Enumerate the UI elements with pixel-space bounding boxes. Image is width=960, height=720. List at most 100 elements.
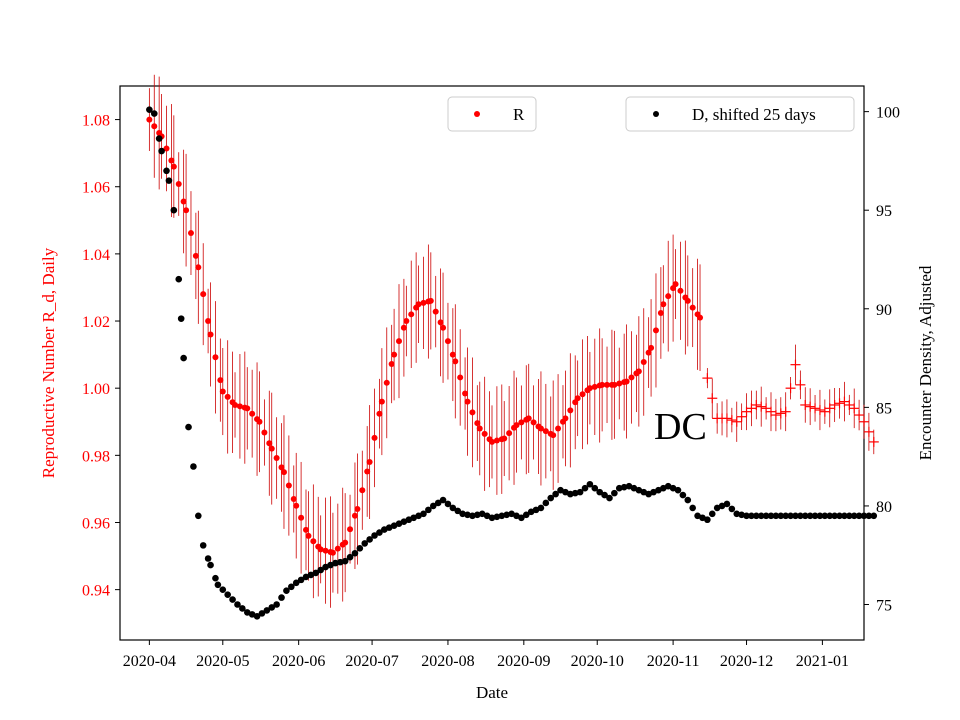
r-point [645,349,652,356]
d-point [870,512,878,520]
d-point [552,490,559,498]
d-point [469,512,476,520]
d-point [596,488,603,496]
r-point [542,428,549,435]
x-tick-label: 2020-12 [720,653,773,670]
r-point [464,398,471,405]
r-projection-point [756,401,767,412]
r-point [187,230,194,237]
r-projection-point [790,359,801,370]
r-point [489,438,495,445]
y-right-tick-label: 90 [876,302,892,319]
r-projection-point [721,413,732,424]
r-series [146,116,879,556]
d-point [488,514,496,522]
r-point [530,419,537,426]
r-point [366,459,373,466]
r-point [550,432,557,439]
r-point [170,163,177,170]
d-point [332,559,339,567]
d-point [356,545,364,552]
r-projection-point [775,408,786,419]
r-point [640,358,647,365]
r-point [537,425,544,432]
d-point [439,496,447,504]
d-point [429,502,437,510]
y-right-tick-label: 80 [876,499,892,516]
y-left-tick-label: 1.04 [82,247,110,264]
r-point [303,526,309,533]
d-point [704,516,711,524]
d-point [821,512,829,520]
x-axis: 2020-04 2020-05 2020-06 2020-07 2020-08 2020-… [123,640,849,670]
d-point [841,512,848,520]
y-axis-right: 75 80 85 90 95 100 [864,105,900,615]
r-point [200,291,207,298]
d-point [591,484,599,492]
r-point [518,419,525,426]
r-point [408,311,415,318]
r-point [334,545,341,552]
r-point [232,401,239,408]
legend-r-box [447,96,537,132]
d-point [792,512,799,520]
r-point [285,482,292,489]
r-point [175,181,182,188]
d-point [170,206,178,214]
d-point [581,484,589,492]
r-point [400,324,407,331]
d-point [312,569,320,577]
r-point [677,287,684,294]
r-projection-point [849,403,860,414]
r-point [697,314,704,321]
y-axis-left: 0.94 0.96 0.98 1.00 1.02 1.04 1.06 1.08 [82,113,120,600]
d-point [728,505,736,513]
d-point [811,512,819,520]
d-point [522,511,530,519]
r-point [474,420,481,427]
r-point [354,506,361,513]
d-point [498,512,506,520]
r-point [293,502,300,509]
r-point [689,304,696,311]
d-point [336,558,344,566]
r-point [567,407,574,414]
d-point [292,579,300,587]
r-point [403,318,410,325]
r-point [351,512,358,519]
r-point [684,297,691,304]
r-projection-point [868,436,879,447]
r-point [579,391,586,398]
r-point [310,538,317,545]
d-point [346,553,354,561]
r-projection-point [726,415,737,426]
d-point [767,512,775,520]
d-point [831,512,838,520]
d-point [806,512,814,520]
r-point [236,403,243,410]
r-projection-point [805,401,816,412]
r-point [591,383,598,390]
d-point [177,315,185,322]
r-point [273,455,280,462]
d-point [175,275,183,283]
r-point [396,338,402,345]
d-point [273,601,280,608]
r-projection-point [736,411,747,422]
r-projection-point [810,403,821,414]
d-point [376,529,383,536]
r-point [599,381,606,388]
r-projection-point [751,399,762,410]
r-point [163,145,170,152]
r-point [415,301,422,308]
d-point [258,610,266,617]
legend-r: R [447,96,537,132]
x-tick-label: 2020-04 [123,653,176,670]
y-axis-left-label: Reproductive Number R_d, Daily [39,247,58,478]
d-point [743,512,750,520]
d-point [253,613,261,620]
d-point [620,483,628,491]
r-projection-point [731,416,742,427]
r-point [604,381,611,388]
r-projection-point [800,399,811,410]
